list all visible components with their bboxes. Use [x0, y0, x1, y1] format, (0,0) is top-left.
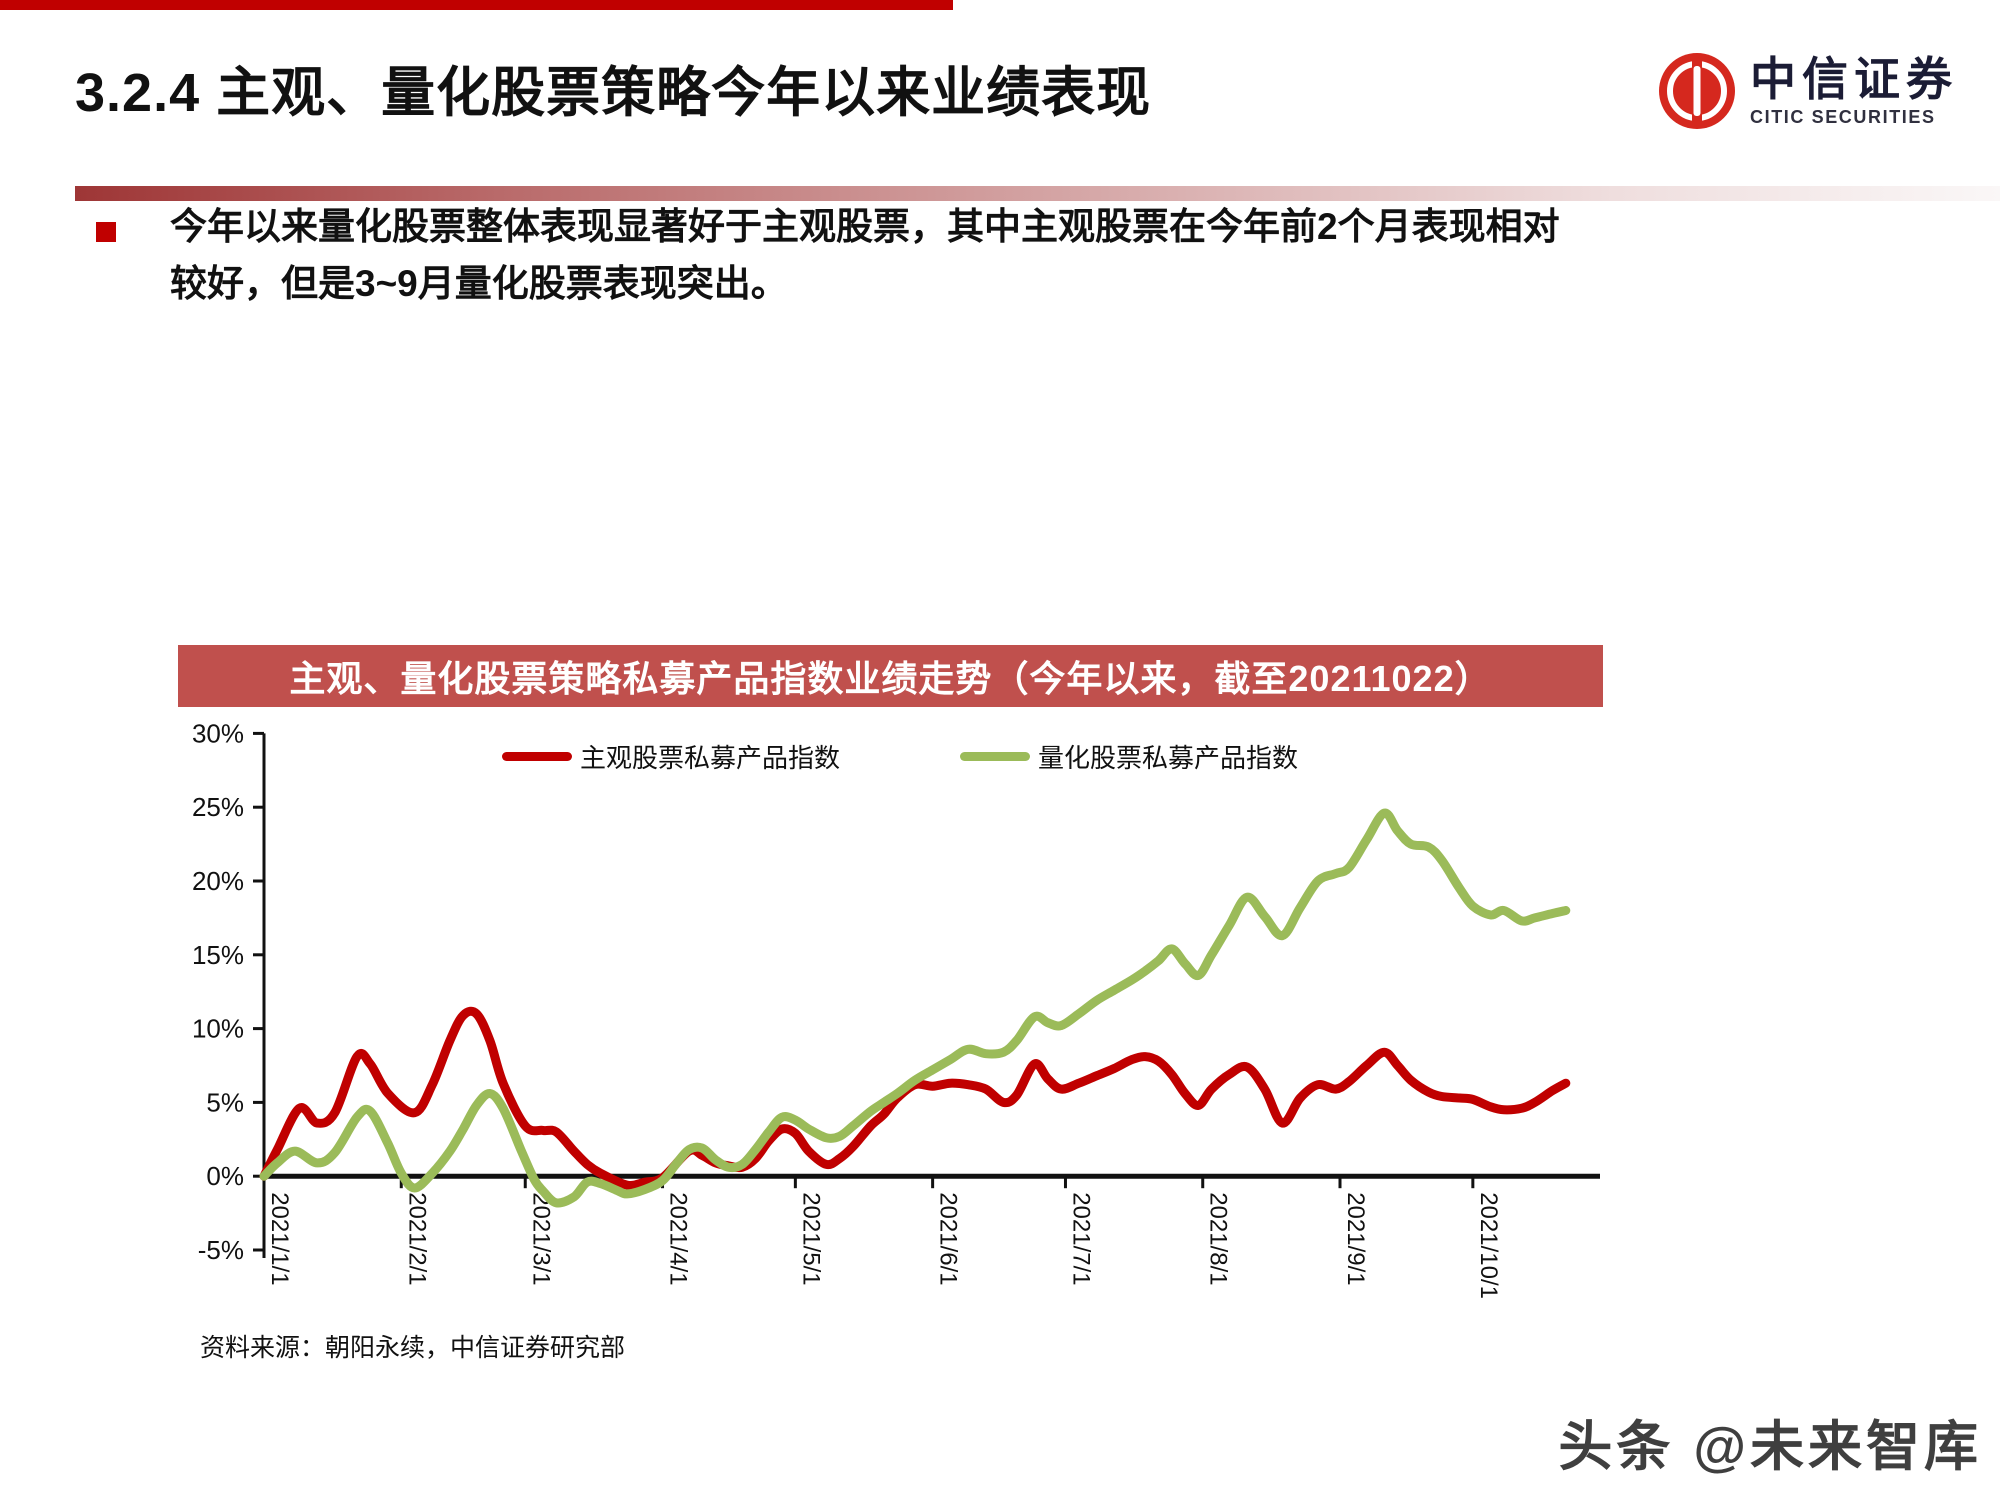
- legend-label-subjective: 主观股票私募产品指数: [579, 743, 840, 773]
- citic-logo-en: CITIC SECURITIES: [1750, 107, 1936, 127]
- y-tick-label: 0%: [206, 1161, 244, 1191]
- chart-title-bar: 主观、量化股票策略私募产品指数业绩走势（今年以来，截至20211022）: [178, 645, 1603, 707]
- y-tick-label: 5%: [206, 1087, 244, 1117]
- chart-title: 主观、量化股票策略私募产品指数业绩走势（今年以来，截至20211022）: [289, 658, 1492, 699]
- chart-legend: 主观股票私募产品指数 量化股票私募产品指数: [170, 738, 1630, 775]
- x-tick-label: 2021/3/1: [527, 1192, 554, 1285]
- bullet-marker: [96, 222, 116, 242]
- top-accent-bar: [0, 0, 953, 10]
- y-tick-label: 15%: [192, 940, 244, 970]
- title-divider-bar: [75, 186, 2000, 201]
- x-tick-label: 2021/4/1: [665, 1192, 692, 1285]
- x-tick-label: 2021/2/1: [403, 1192, 430, 1285]
- citic-logo-text: 中信证券 CITIC SECURITIES: [1750, 56, 1958, 126]
- legend-swatch-subjective: [501, 752, 572, 761]
- bullet-text: 今年以来量化股票整体表现显著好于主观股票，其中主观股票在今年前2个月表现相对较好…: [170, 206, 1560, 305]
- x-tick-label: 2021/8/1: [1205, 1192, 1232, 1285]
- y-tick-label: 10%: [192, 1014, 244, 1044]
- citic-logo-cn: 中信证券: [1750, 53, 1958, 105]
- source-note: 资料来源：朝阳永续，中信证券研究部: [200, 1334, 626, 1362]
- x-tick-label: 2021/10/1: [1475, 1192, 1502, 1299]
- citic-logo: 中信证券 CITIC SECURITIES: [1658, 52, 1958, 130]
- page-title: 3.2.4 主观、量化股票策略今年以来业绩表现: [75, 63, 1152, 123]
- performance-chart: 30% 25% 20% 15% 10% 5% 0% -5% 2021/1/1 2021/2/1 20…: [170, 715, 1630, 1315]
- x-tick-label: 2021/9/1: [1342, 1192, 1369, 1285]
- y-tick-label: 30%: [192, 718, 244, 748]
- y-tick-label: -5%: [198, 1235, 244, 1265]
- series-line-quant: [259, 808, 1571, 1208]
- citic-logo-icon: [1659, 53, 1735, 129]
- watermark: 头条 @未来智库: [1558, 1417, 1982, 1477]
- x-tick-label: 2021/5/1: [797, 1192, 824, 1285]
- x-tick-label: 2021/7/1: [1067, 1192, 1094, 1285]
- legend-label-quant: 量化股票私募产品指数: [1038, 743, 1299, 773]
- x-tick-label: 2021/6/1: [935, 1192, 962, 1285]
- y-tick-label: 25%: [192, 792, 244, 822]
- legend-item-quant: 量化股票私募产品指数: [960, 738, 1298, 775]
- y-tick-label: 20%: [192, 866, 244, 896]
- legend-item-subjective: 主观股票私募产品指数: [501, 738, 840, 775]
- legend-swatch-quant: [960, 752, 1030, 761]
- x-tick-label: 2021/1/1: [266, 1192, 293, 1285]
- series-line-subjective: [259, 1006, 1571, 1190]
